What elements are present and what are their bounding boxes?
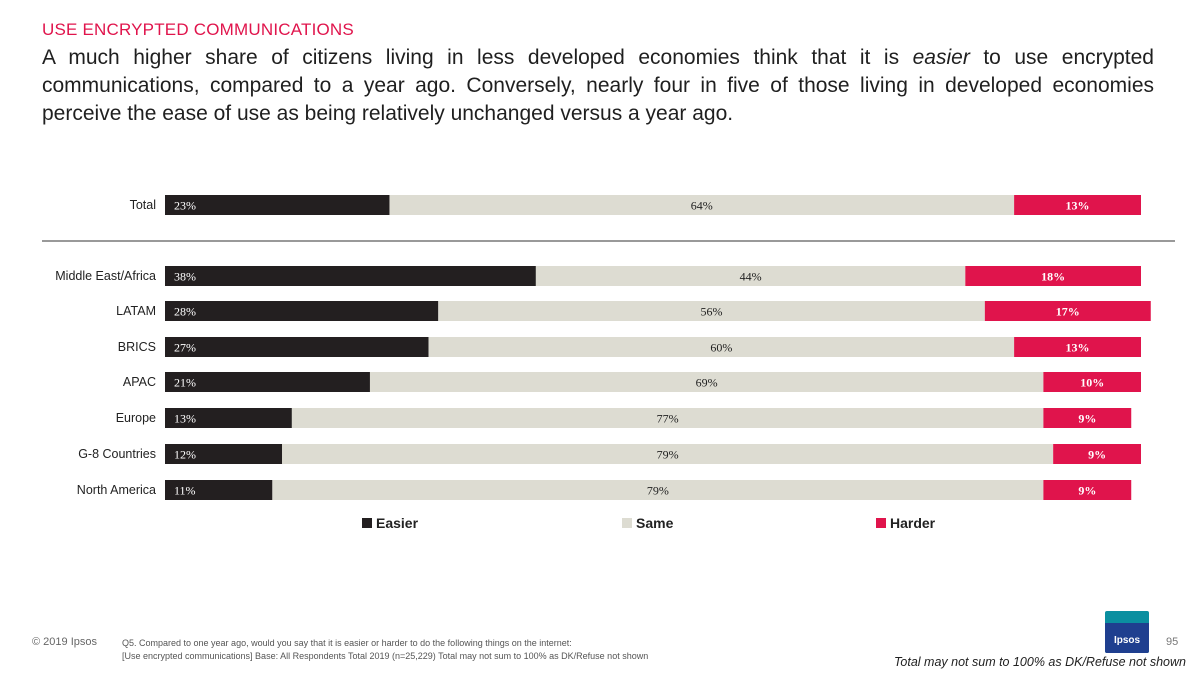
data-label-easier-brics: 27% xyxy=(174,341,196,355)
data-label-easier-north-america: 11% xyxy=(174,484,196,498)
bar-easier-brics xyxy=(165,337,429,357)
data-label-harder-europe: 9% xyxy=(1078,412,1096,426)
bar-harder-apac xyxy=(1043,372,1141,392)
bar-easier-total xyxy=(165,195,390,215)
category-label-middle-east-africa: Middle East/Africa xyxy=(55,269,156,283)
bar-same-latam xyxy=(438,301,985,321)
legend-swatch-harder xyxy=(876,518,886,528)
data-label-easier-middle-east-africa: 38% xyxy=(174,270,196,284)
data-label-easier-total: 23% xyxy=(174,199,196,213)
data-label-harder-latam: 17% xyxy=(1056,305,1080,319)
legend-swatch-easier xyxy=(362,518,372,528)
bar-same-north-america xyxy=(272,480,1044,500)
bar-easier-apac xyxy=(165,372,370,392)
bar-same-g-8-countries xyxy=(282,444,1054,464)
data-label-harder-brics: 13% xyxy=(1066,341,1090,355)
data-label-harder-north-america: 9% xyxy=(1078,484,1096,498)
bar-harder-north-america xyxy=(1043,480,1132,500)
data-label-same-north-america: 79% xyxy=(647,484,669,498)
footnote-base: [Use encrypted communications] Base: All… xyxy=(122,651,649,661)
bar-same-middle-east-africa xyxy=(535,266,966,286)
data-label-harder-apac: 10% xyxy=(1080,376,1104,390)
category-label-g-8-countries: G-8 Countries xyxy=(78,447,156,461)
logo-text: Ipsos xyxy=(1113,635,1141,646)
data-label-harder-total: 13% xyxy=(1066,199,1090,213)
data-label-harder-middle-east-africa: 18% xyxy=(1041,270,1065,284)
headline-pre: A much higher share of citizens living i… xyxy=(42,46,913,69)
headline: A much higher share of citizens living i… xyxy=(42,44,1154,128)
logo-block xyxy=(1105,623,1149,653)
data-label-easier-g-8-countries: 12% xyxy=(174,448,196,462)
bar-harder-brics xyxy=(1014,337,1141,357)
data-label-same-apac: 69% xyxy=(696,376,718,390)
legend-label-easier: Easier xyxy=(376,515,419,531)
bar-easier-north-america xyxy=(165,480,273,500)
category-label-latam: LATAM xyxy=(116,304,156,318)
bar-same-europe xyxy=(291,408,1044,428)
footnote-question: Q5. Compared to one year ago, would you … xyxy=(122,638,572,648)
data-label-same-europe: 77% xyxy=(657,412,679,426)
bar-easier-g-8-countries xyxy=(165,444,283,464)
data-label-same-brics: 60% xyxy=(710,341,732,355)
data-label-easier-europe: 13% xyxy=(174,412,196,426)
bar-same-total xyxy=(389,195,1015,215)
footnote: Q5. Compared to one year ago, would you … xyxy=(122,637,822,663)
bottom-note: Total may not sum to 100% as DK/Refuse n… xyxy=(893,655,1186,669)
copyright: © 2019 Ipsos xyxy=(32,636,97,648)
category-label-apac: APAC xyxy=(123,375,156,389)
data-label-same-total: 64% xyxy=(691,199,713,213)
bar-harder-total xyxy=(1014,195,1141,215)
category-label-europe: Europe xyxy=(116,411,156,425)
legend-swatch-same xyxy=(622,518,632,528)
bar-harder-latam xyxy=(984,301,1151,321)
bar-harder-g-8-countries xyxy=(1053,444,1141,464)
category-label-north-america: North America xyxy=(77,483,156,497)
data-label-same-latam: 56% xyxy=(701,305,723,319)
bar-easier-middle-east-africa xyxy=(165,266,536,286)
bar-same-apac xyxy=(369,372,1044,392)
bar-same-brics xyxy=(428,337,1015,357)
data-label-same-g-8-countries: 79% xyxy=(657,448,679,462)
legend-label-same: Same xyxy=(636,515,674,531)
data-label-easier-apac: 21% xyxy=(174,376,196,390)
section-title: USE ENCRYPTED COMMUNICATIONS xyxy=(42,20,354,39)
bar-harder-europe xyxy=(1043,408,1132,428)
ipsos-logo: Ipsos xyxy=(1105,611,1149,653)
data-label-harder-g-8-countries: 9% xyxy=(1088,448,1106,462)
bar-harder-middle-east-africa xyxy=(965,266,1141,286)
data-label-same-middle-east-africa: 44% xyxy=(740,270,762,284)
headline-post: to use encrypted communications, compare… xyxy=(42,46,1154,125)
data-label-easier-latam: 28% xyxy=(174,305,196,319)
headline-emphasis: easier xyxy=(912,46,970,69)
bar-easier-europe xyxy=(165,408,292,428)
legend-label-harder: Harder xyxy=(890,515,936,531)
category-label-total: Total xyxy=(130,198,156,212)
category-label-brics: BRICS xyxy=(118,340,156,354)
bar-easier-latam xyxy=(165,301,439,321)
page-number: 95 xyxy=(1166,636,1179,648)
